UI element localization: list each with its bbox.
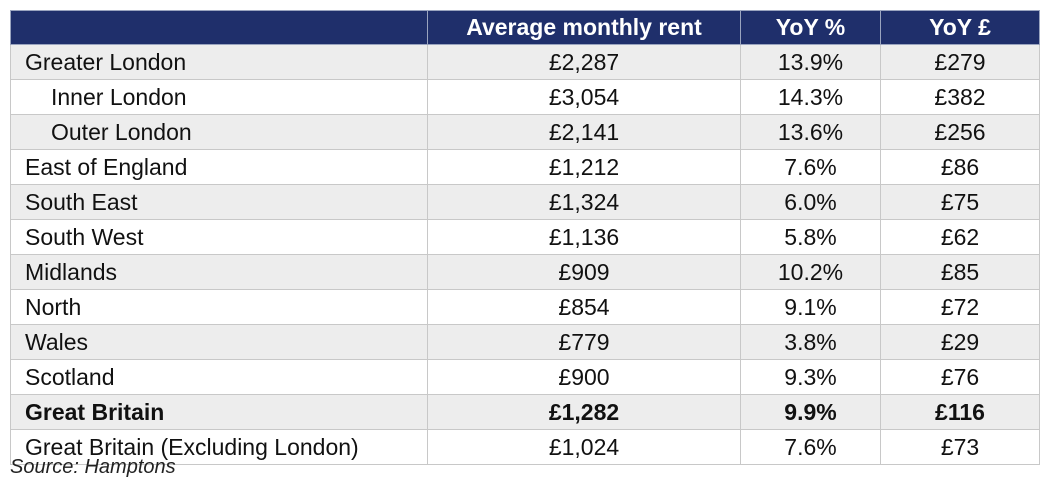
rent-cell: £909 xyxy=(427,254,741,290)
table-header: Average monthly rent YoY % YoY £ xyxy=(10,10,1040,45)
table-row: Inner London £3,054 14.3% £382 xyxy=(10,79,1040,115)
yoy-pounds-cell: £85 xyxy=(880,254,1040,290)
table-row: East of England £1,212 7.6% £86 xyxy=(10,149,1040,185)
yoy-pounds-cell: £29 xyxy=(880,324,1040,360)
yoy-pounds-cell: £86 xyxy=(880,149,1040,185)
region-cell: Wales xyxy=(10,324,428,360)
table-row: Scotland £900 9.3% £76 xyxy=(10,359,1040,395)
source-note: Source: Hamptons xyxy=(10,456,176,478)
rent-cell: £1,136 xyxy=(427,219,741,255)
region-cell: Midlands xyxy=(10,254,428,290)
yoy-percent-cell: 5.8% xyxy=(740,219,881,255)
header-row: Average monthly rent YoY % YoY £ xyxy=(10,10,1040,45)
yoy-pounds-cell: £256 xyxy=(880,114,1040,150)
yoy-pounds-cell: £116 xyxy=(880,394,1040,430)
rent-table-container: Average monthly rent YoY % YoY £ Greater… xyxy=(10,10,1040,465)
yoy-percent-cell: 3.8% xyxy=(740,324,881,360)
region-cell: North xyxy=(10,289,428,325)
yoy-pounds-cell: £279 xyxy=(880,44,1040,80)
yoy-pounds-cell: £382 xyxy=(880,79,1040,115)
region-cell: East of England xyxy=(10,149,428,185)
yoy-percent-cell: 13.6% xyxy=(740,114,881,150)
rent-cell: £1,282 xyxy=(427,394,741,430)
header-yoy-percent: YoY % xyxy=(740,10,881,45)
rent-cell: £854 xyxy=(427,289,741,325)
region-cell: South East xyxy=(10,184,428,220)
yoy-pounds-cell: £62 xyxy=(880,219,1040,255)
rent-cell: £779 xyxy=(427,324,741,360)
region-cell: Outer London xyxy=(10,114,428,150)
region-cell: Greater London xyxy=(10,44,428,80)
rent-cell: £900 xyxy=(427,359,741,395)
table-row: Outer London £2,141 13.6% £256 xyxy=(10,114,1040,150)
yoy-percent-cell: 9.9% xyxy=(740,394,881,430)
yoy-percent-cell: 7.6% xyxy=(740,149,881,185)
yoy-percent-cell: 10.2% xyxy=(740,254,881,290)
rent-cell: £1,024 xyxy=(427,429,741,465)
yoy-percent-cell: 7.6% xyxy=(740,429,881,465)
rent-cell: £1,212 xyxy=(427,149,741,185)
table-row: South West £1,136 5.8% £62 xyxy=(10,219,1040,255)
region-cell: Scotland xyxy=(10,359,428,395)
region-cell: Great Britain (Excluding London) xyxy=(10,429,428,465)
yoy-percent-cell: 9.1% xyxy=(740,289,881,325)
region-cell: Great Britain xyxy=(10,394,428,430)
rent-table: Average monthly rent YoY % YoY £ Greater… xyxy=(10,10,1040,465)
rent-cell: £3,054 xyxy=(427,79,741,115)
yoy-pounds-cell: £76 xyxy=(880,359,1040,395)
yoy-percent-cell: 14.3% xyxy=(740,79,881,115)
rent-cell: £2,141 xyxy=(427,114,741,150)
yoy-pounds-cell: £73 xyxy=(880,429,1040,465)
table-row: South East £1,324 6.0% £75 xyxy=(10,184,1040,220)
table-row: North £854 9.1% £72 xyxy=(10,289,1040,325)
header-region xyxy=(10,10,428,45)
yoy-pounds-cell: £72 xyxy=(880,289,1040,325)
header-average-monthly-rent: Average monthly rent xyxy=(427,10,741,45)
table-row: Great Britain (Excluding London) £1,024 7.… xyxy=(10,429,1040,465)
table-row: Great Britain £1,282 9.9% £116 xyxy=(10,394,1040,430)
yoy-percent-cell: 9.3% xyxy=(740,359,881,395)
table-body: Greater London £2,287 13.9% £279 Inner Londo… xyxy=(10,44,1040,465)
header-yoy-pounds: YoY £ xyxy=(880,10,1040,45)
rent-cell: £2,287 xyxy=(427,44,741,80)
yoy-percent-cell: 13.9% xyxy=(740,44,881,80)
table-row: Wales £779 3.8% £29 xyxy=(10,324,1040,360)
yoy-percent-cell: 6.0% xyxy=(740,184,881,220)
yoy-pounds-cell: £75 xyxy=(880,184,1040,220)
rent-cell: £1,324 xyxy=(427,184,741,220)
region-cell: South West xyxy=(10,219,428,255)
table-row: Midlands £909 10.2% £85 xyxy=(10,254,1040,290)
table-row: Greater London £2,287 13.9% £279 xyxy=(10,44,1040,80)
region-cell: Inner London xyxy=(10,79,428,115)
